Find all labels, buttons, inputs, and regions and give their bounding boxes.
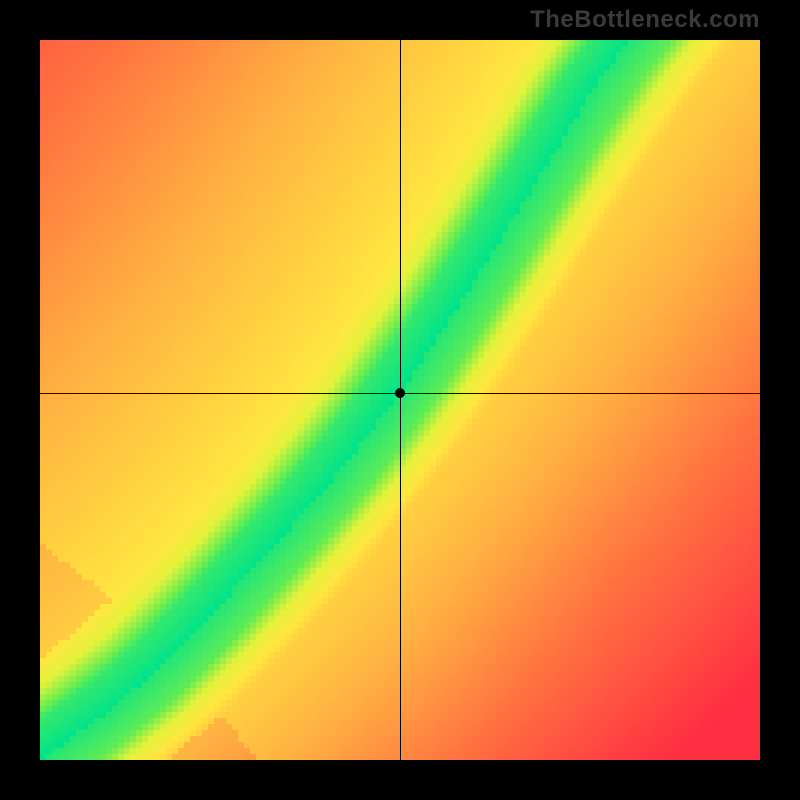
watermark-text: TheBottleneck.com xyxy=(530,6,760,34)
crosshair-vertical xyxy=(400,40,401,760)
heatmap-plot xyxy=(40,40,760,760)
marker-point xyxy=(395,388,405,398)
